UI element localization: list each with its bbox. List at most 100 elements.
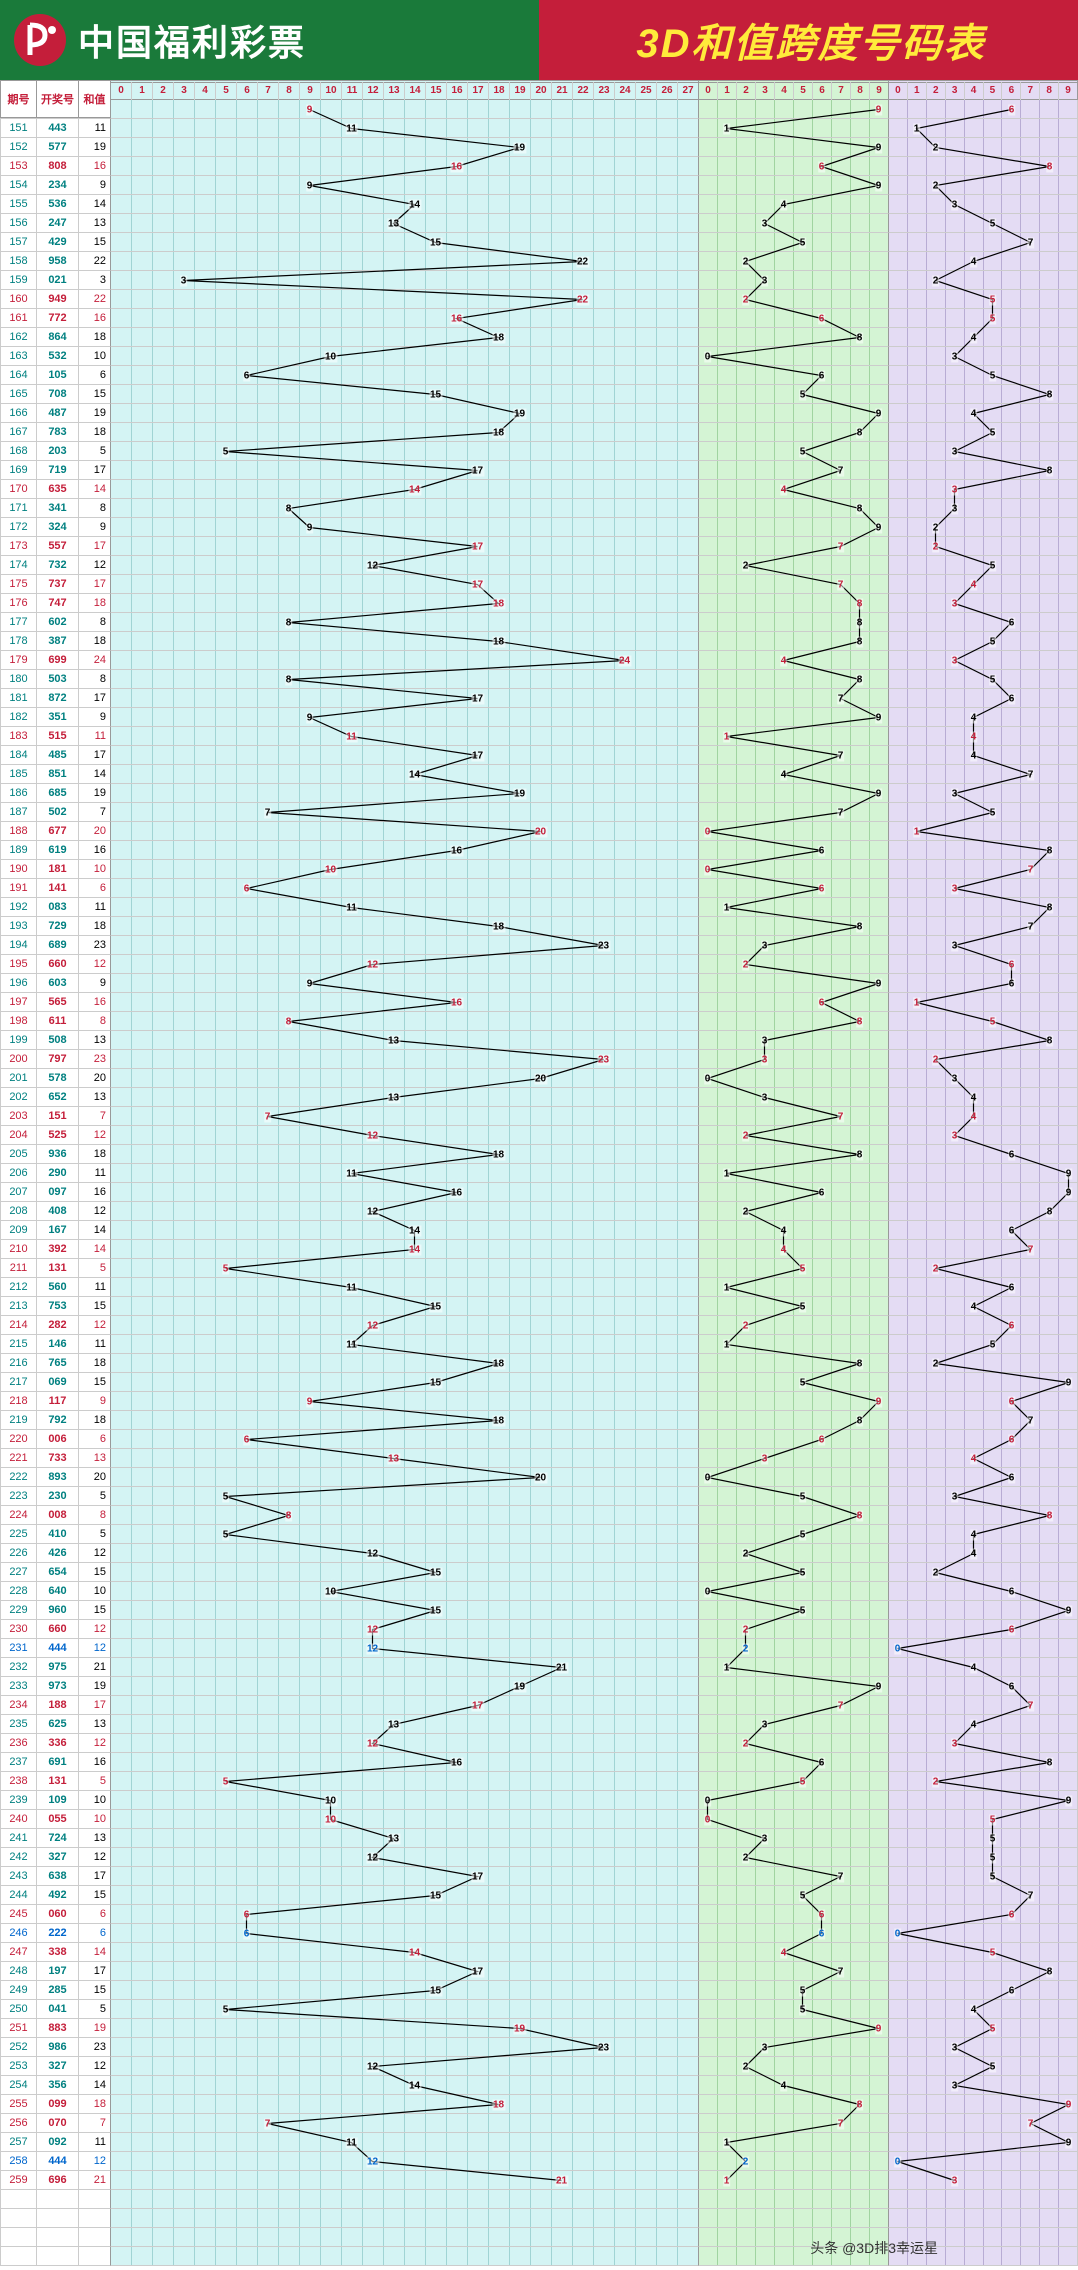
cell-number: 611 <box>36 1012 78 1031</box>
zone-hezhi-cell <box>110 2152 698 2171</box>
zone-hezhi-cell <box>110 157 698 176</box>
data-row: 2111315 <box>0 1259 1078 1278</box>
cell-issue: 189 <box>0 841 36 860</box>
zone-kuadu-cell <box>888 727 1078 746</box>
cell-number: 109 <box>36 1791 78 1810</box>
cell-number: 443 <box>36 119 78 138</box>
zone-hewei-cell <box>698 1259 888 1278</box>
cell-issue: 210 <box>0 1240 36 1259</box>
trend-value-label: 6 <box>818 845 826 856</box>
cell-sum: 6 <box>78 879 110 898</box>
trend-value-label: 15 <box>429 1567 442 1578</box>
zone-hezhi-cell <box>110 1145 698 1164</box>
cell-sum: 18 <box>78 917 110 936</box>
data-row: 17063514 <box>0 480 1078 499</box>
zone-kuadu-cell <box>888 1411 1078 1430</box>
trend-value-label: 5 <box>799 1491 807 1502</box>
trend-value-label: 4 <box>970 579 978 590</box>
cell-issue: 186 <box>0 784 36 803</box>
zone-hewei-cell <box>698 1734 888 1753</box>
cell-number: 351 <box>36 708 78 727</box>
cell-sum: 7 <box>78 803 110 822</box>
data-row: 25298623 <box>0 2038 1078 2057</box>
zone-kuadu-cell <box>888 1924 1078 1943</box>
data-row: 1776028 <box>0 613 1078 632</box>
cell-number: 638 <box>36 1867 78 1886</box>
trend-value-label: 8 <box>856 1510 864 1521</box>
cell-number: 515 <box>36 727 78 746</box>
trend-value-label: 7 <box>837 693 845 704</box>
trend-value-label: 8 <box>856 427 864 438</box>
zone-hezhi-cell <box>110 1373 698 1392</box>
data-row: 23562513 <box>0 1715 1078 1734</box>
trend-value-label: 5 <box>222 1491 230 1502</box>
cell-sum: 11 <box>78 1164 110 1183</box>
cell-issue: 208 <box>0 1202 36 1221</box>
cell-number: 893 <box>36 1468 78 1487</box>
cell-number: 503 <box>36 670 78 689</box>
cell-sum: 21 <box>78 2171 110 2190</box>
trend-value-label: 8 <box>856 636 864 647</box>
trend-value-label: 9 <box>875 788 883 799</box>
trend-value-label: 20 <box>534 1073 547 1084</box>
trend-value-label: 2 <box>932 180 940 191</box>
zone-hewei-cell <box>698 1202 888 1221</box>
trend-value-label: 4 <box>970 1453 978 1464</box>
trend-value-label: 2 <box>932 1054 940 1065</box>
zone-kuadu-cell <box>888 2095 1078 2114</box>
trend-value-label: 16 <box>450 845 463 856</box>
trend-value-label: 8 <box>856 674 864 685</box>
cell-number: 324 <box>36 518 78 537</box>
trend-value-label: 7 <box>837 1700 845 1711</box>
trend-value-label: 1 <box>913 997 921 1008</box>
cell-number: 429 <box>36 233 78 252</box>
zone-hewei-cell <box>698 1582 888 1601</box>
cell-sum: 15 <box>78 1297 110 1316</box>
zone-hewei-cell <box>698 252 888 271</box>
cell-issue: 174 <box>0 556 36 575</box>
cell-number: 408 <box>36 1202 78 1221</box>
data-row: 22642612 <box>0 1544 1078 1563</box>
trend-value-label: 10 <box>324 864 337 875</box>
data-row: 20916714 <box>0 1221 1078 1240</box>
trend-value-label: 7 <box>837 1871 845 1882</box>
zone-kuadu-cell <box>888 803 1078 822</box>
trend-value-label: 14 <box>408 1947 421 1958</box>
zone-hewei-cell <box>698 822 888 841</box>
trend-value-label: 9 <box>306 522 314 533</box>
cell-sum: 12 <box>78 1316 110 1335</box>
trend-value-label: 12 <box>366 1624 379 1635</box>
cell-issue: 153 <box>0 157 36 176</box>
zone-hezhi-cell <box>110 1943 698 1962</box>
cell-number: 635 <box>36 480 78 499</box>
trend-value-label: 1 <box>723 1168 731 1179</box>
zone-hewei-cell <box>698 689 888 708</box>
cell-issue: 226 <box>0 1544 36 1563</box>
cell-sum: 12 <box>78 1734 110 1753</box>
trend-value-label: 9 <box>875 1396 883 1407</box>
trend-value-label: 3 <box>180 275 188 286</box>
zone-hewei-cell <box>698 138 888 157</box>
zone-kuadu-cell <box>888 480 1078 499</box>
data-row: 24363817 <box>0 1867 1078 1886</box>
trend-value-label: 8 <box>285 674 293 685</box>
cell-sum: 16 <box>78 841 110 860</box>
zone-hezhi-cell <box>110 1278 698 1297</box>
zone-hezhi-cell <box>110 1601 698 1620</box>
zone-kuadu-cell <box>888 1107 1078 1126</box>
zone-kuadu-cell <box>888 1468 1078 1487</box>
zone-kuadu-cell <box>888 1316 1078 1335</box>
cell-sum: 18 <box>78 1354 110 1373</box>
trend-value-label: 15 <box>429 1301 442 1312</box>
cell-sum: 17 <box>78 1696 110 1715</box>
trend-value-label: 8 <box>285 617 293 628</box>
trend-value-label: 8 <box>1046 902 1054 913</box>
data-row: 22996015 <box>0 1601 1078 1620</box>
cell-number: 327 <box>36 1848 78 1867</box>
zone-hezhi-cell <box>110 385 698 404</box>
cell-issue: 175 <box>0 575 36 594</box>
cell-sum: 18 <box>78 1411 110 1430</box>
cell-issue: 243 <box>0 1867 36 1886</box>
cell-sum: 11 <box>78 1335 110 1354</box>
zone-kuadu-cell <box>888 1905 1078 1924</box>
